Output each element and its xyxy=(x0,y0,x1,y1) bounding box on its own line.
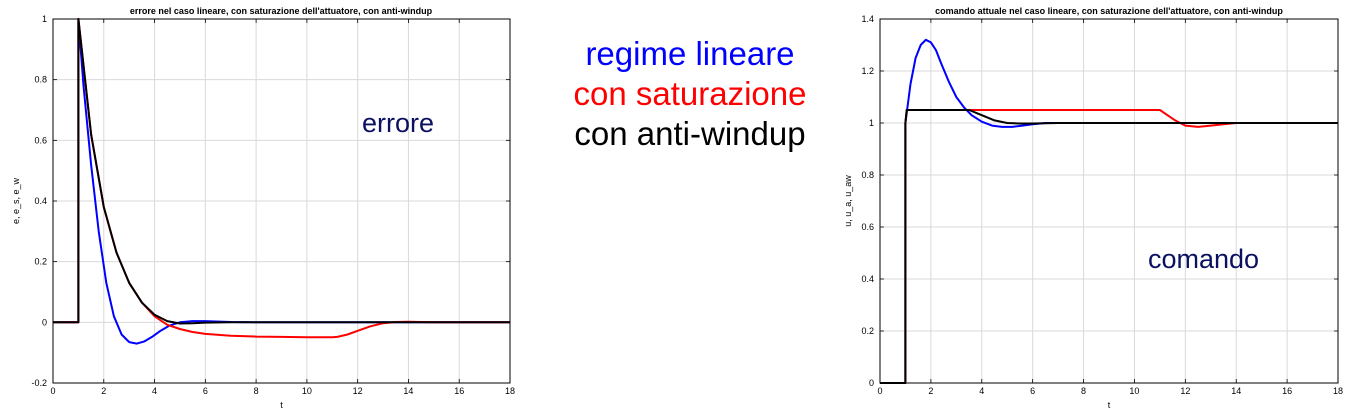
series-linear-line xyxy=(53,18,510,345)
x-axis-label: t xyxy=(1108,400,1111,410)
x-tick-label: 4 xyxy=(152,386,157,396)
y-tick-label: 1 xyxy=(869,118,874,128)
y-tick-label: 0.2 xyxy=(34,257,47,267)
command-annotation: comando xyxy=(1148,244,1260,274)
x-tick-label: 2 xyxy=(101,386,106,396)
y-tick-label: 0.8 xyxy=(861,170,874,180)
x-tick-label: 6 xyxy=(1030,386,1035,396)
y-tick-label: 0 xyxy=(869,378,874,388)
error-annotation: errore xyxy=(362,108,435,138)
x-tick-label: 2 xyxy=(928,386,933,396)
command-chart: comando attuale nel caso lineare, con sa… xyxy=(843,6,1343,410)
x-tick-label: 6 xyxy=(203,386,208,396)
y-tick-label: 1 xyxy=(42,14,47,24)
error-chart: errore nel caso lineare, con saturazione… xyxy=(11,6,515,410)
x-tick-label: 14 xyxy=(1231,386,1241,396)
legend-linear: regime lineare xyxy=(585,35,795,72)
x-tick-label: 16 xyxy=(454,386,464,396)
x-tick-label: 8 xyxy=(254,386,259,396)
x-tick-label: 0 xyxy=(50,386,55,396)
chart-title: comando attuale nel caso lineare, con sa… xyxy=(935,6,1283,16)
y-tick-label: 0.6 xyxy=(861,222,874,232)
y-tick-label: 0.8 xyxy=(34,75,47,85)
x-tick-label: 8 xyxy=(1081,386,1086,396)
y-tick-label: 0 xyxy=(42,317,47,327)
x-tick-label: 16 xyxy=(1282,386,1292,396)
y-tick-label: 0.4 xyxy=(34,196,47,206)
x-tick-label: 10 xyxy=(302,386,312,396)
series-antiwindup-line xyxy=(53,18,510,325)
series-antiwindup-line xyxy=(880,109,1338,384)
y-tick-label: -0.2 xyxy=(31,378,47,388)
x-tick-label: 12 xyxy=(353,386,363,396)
x-tick-label: 14 xyxy=(403,386,413,396)
x-tick-label: 4 xyxy=(979,386,984,396)
series-saturation-line xyxy=(53,18,510,339)
plot-frame xyxy=(52,18,511,384)
series-saturation-line xyxy=(880,109,1338,384)
x-tick-label: 0 xyxy=(877,386,882,396)
chart-title: errore nel caso lineare, con saturazione… xyxy=(130,6,433,16)
x-tick-label: 18 xyxy=(1333,386,1343,396)
legend-saturation: con saturazione xyxy=(573,75,807,112)
x-axis-label: t xyxy=(280,400,283,410)
x-tick-label: 10 xyxy=(1129,386,1139,396)
x-tick-label: 18 xyxy=(505,386,515,396)
legend-antiwindup: con anti-windup xyxy=(574,115,806,152)
y-tick-label: 0.2 xyxy=(861,326,874,336)
y-tick-label: 1.4 xyxy=(861,14,874,24)
y-axis-label: u, u_a, u_aw xyxy=(843,175,853,227)
y-tick-label: 0.6 xyxy=(34,135,47,145)
x-tick-label: 12 xyxy=(1180,386,1190,396)
y-tick-label: 0.4 xyxy=(861,274,874,284)
series-linear-line xyxy=(880,38,1338,384)
plot-frame xyxy=(879,18,1339,384)
legend: regime lineare con saturazione con anti-… xyxy=(540,34,840,154)
y-tick-label: 1.2 xyxy=(861,66,874,76)
y-axis-label: e, e_s, e_w xyxy=(11,177,21,224)
